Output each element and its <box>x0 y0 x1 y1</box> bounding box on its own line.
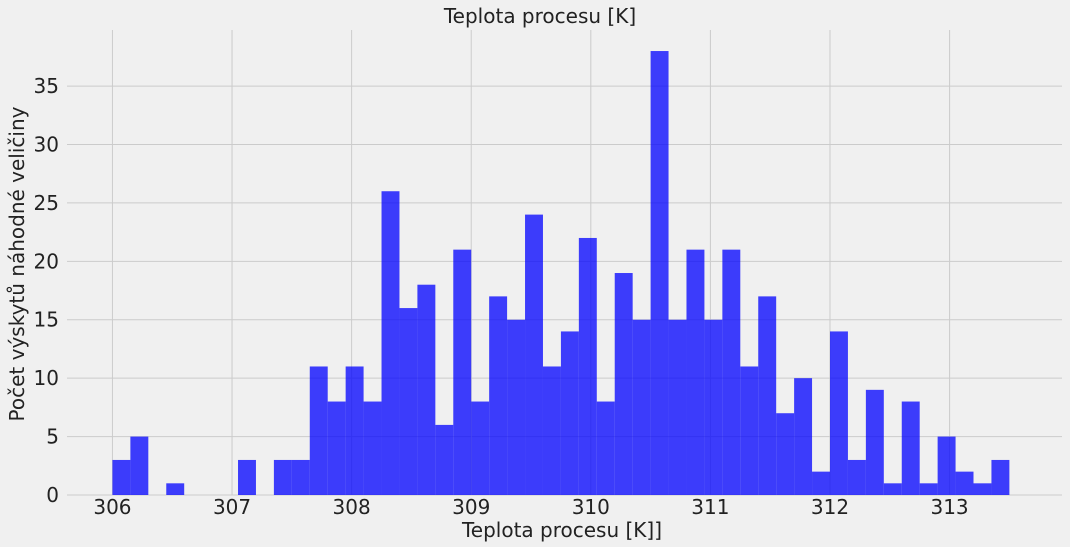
x-tick-label: 310 <box>572 495 610 519</box>
y-tick-label: 20 <box>34 249 59 273</box>
histogram-bar <box>758 296 777 495</box>
histogram-bar <box>650 51 669 495</box>
x-tick-label: 306 <box>93 495 131 519</box>
histogram-bar <box>112 459 131 495</box>
histogram-bar <box>704 319 723 495</box>
x-tick-label: 313 <box>930 495 968 519</box>
histogram-bar <box>919 483 938 495</box>
histogram-bar <box>489 296 508 495</box>
histogram-bar <box>614 273 633 495</box>
histogram-bar <box>722 249 741 495</box>
histogram-bar <box>596 401 615 495</box>
y-tick-label: 5 <box>46 425 59 449</box>
histogram-bar <box>363 401 382 495</box>
histogram-bar <box>973 483 992 495</box>
histogram-bar <box>507 319 526 495</box>
histogram-bar <box>829 331 848 495</box>
x-tick-label: 308 <box>333 495 371 519</box>
y-tick-labels: 0 5 10 15 20 25 30 35 <box>34 74 59 507</box>
histogram-bar <box>794 378 813 495</box>
histogram-bar <box>542 366 561 495</box>
y-tick-label: 0 <box>46 483 59 507</box>
histogram-bar <box>937 436 956 495</box>
x-tick-label: 307 <box>213 495 251 519</box>
histogram-bar <box>740 366 759 495</box>
histogram-bar <box>812 471 830 495</box>
histogram-bar <box>901 401 920 495</box>
histogram-bar <box>291 459 310 495</box>
histogram-bar <box>381 191 400 496</box>
histogram-bar <box>166 483 185 495</box>
histogram-bar <box>471 401 490 495</box>
histogram-bar <box>130 436 149 495</box>
histogram-bar <box>345 366 364 495</box>
y-tick-label: 30 <box>34 132 59 156</box>
y-tick-label: 25 <box>34 191 59 215</box>
histogram-bar <box>309 366 328 495</box>
histogram-bar <box>686 249 705 495</box>
histogram-bar <box>417 284 436 495</box>
x-tick-label: 312 <box>811 495 849 519</box>
bars-group <box>112 51 1010 496</box>
histogram-bar <box>578 237 597 495</box>
chart-title: Teplota procesu [K] <box>443 4 636 28</box>
histogram-bar <box>273 459 292 495</box>
histogram-bar <box>776 413 795 495</box>
histogram-bar <box>847 459 866 495</box>
y-tick-label: 15 <box>34 308 59 332</box>
histogram-bar <box>238 459 256 495</box>
histogram-bar <box>955 471 974 495</box>
histogram-bar <box>435 424 454 495</box>
x-tick-labels: 306 307 308 309 310 311 312 313 <box>93 495 968 519</box>
histogram-bar <box>668 319 687 495</box>
histogram-bar <box>560 331 579 495</box>
histogram-bar <box>453 249 472 495</box>
histogram-bar <box>991 459 1010 495</box>
x-tick-label: 309 <box>452 495 490 519</box>
histogram-bar <box>525 214 543 495</box>
y-tick-label: 35 <box>34 74 59 98</box>
histogram-bar <box>632 319 651 495</box>
x-axis-label: Teplota procesu [K]] <box>461 518 662 542</box>
x-tick-label: 311 <box>691 495 729 519</box>
histogram-bar <box>883 483 902 495</box>
histogram-bar <box>327 401 346 495</box>
histogram-bar <box>865 389 884 495</box>
y-tick-label: 10 <box>34 366 59 390</box>
y-axis-label: Počet výskytů náhodné veličiny <box>5 106 29 421</box>
histogram-bar <box>399 308 418 495</box>
